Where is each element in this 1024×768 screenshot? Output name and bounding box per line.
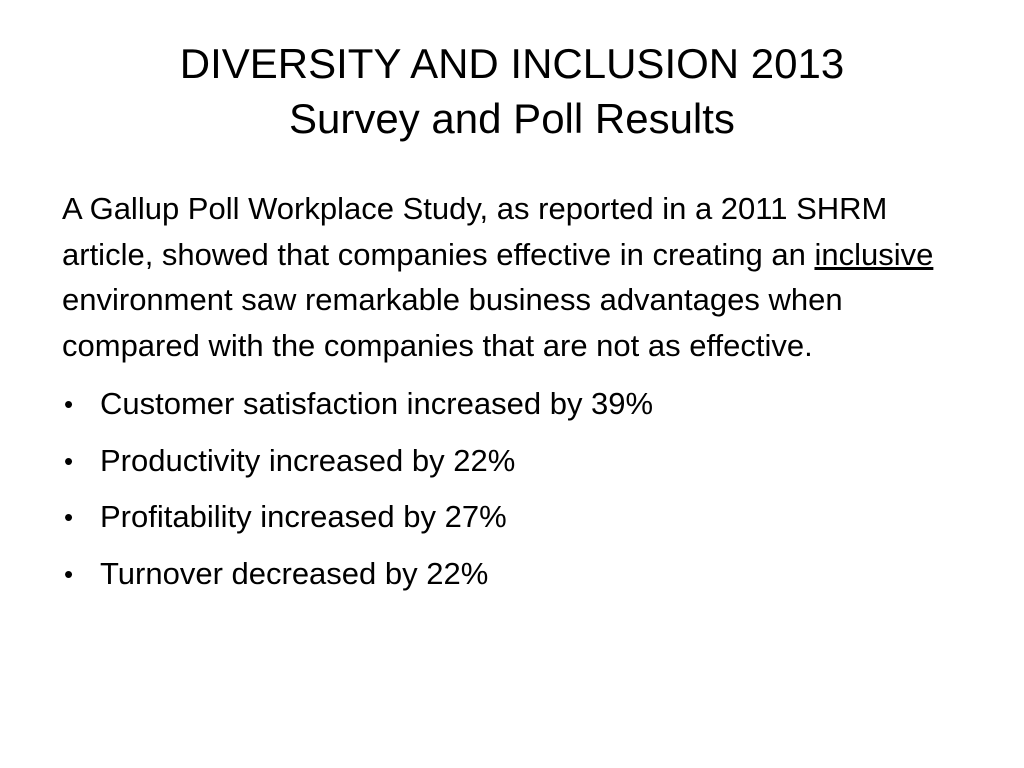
bullet-item: • Turnover decreased by 22% bbox=[62, 546, 952, 603]
bullet-text: Productivity increased by 22% bbox=[100, 442, 516, 478]
slide-title: DIVERSITY AND INCLUSION 2013 Survey and … bbox=[60, 36, 964, 146]
slide-body: A Gallup Poll Workplace Study, as report… bbox=[62, 186, 952, 602]
bullet-icon: • bbox=[64, 558, 74, 589]
bullet-item: • Profitability increased by 27% bbox=[62, 489, 952, 546]
bullet-icon: • bbox=[64, 502, 74, 532]
bullet-text: Turnover decreased by 22% bbox=[100, 555, 489, 591]
intro-paragraph: A Gallup Poll Workplace Study, as report… bbox=[62, 186, 952, 368]
bullet-icon: • bbox=[64, 389, 74, 419]
bullet-list: • Customer satisfaction increased by 39%… bbox=[62, 376, 952, 602]
intro-text-start: A Gallup Poll Workplace Study, as report… bbox=[62, 191, 888, 272]
bullet-item: • Customer satisfaction increased by 39% bbox=[62, 376, 952, 433]
title-line-2: Survey and Poll Results bbox=[289, 95, 735, 142]
bullet-item: • Productivity increased by 22% bbox=[62, 433, 952, 490]
bullet-icon: • bbox=[64, 445, 74, 476]
bullet-text: Profitability increased by 27% bbox=[100, 499, 507, 534]
bullet-text: Customer satisfaction increased by 39% bbox=[100, 386, 654, 421]
intro-text-end: environment saw remarkable business adva… bbox=[62, 282, 843, 363]
title-line-1: DIVERSITY AND INCLUSION 2013 bbox=[179, 40, 845, 87]
intro-underlined-word: inclusive bbox=[814, 236, 934, 272]
